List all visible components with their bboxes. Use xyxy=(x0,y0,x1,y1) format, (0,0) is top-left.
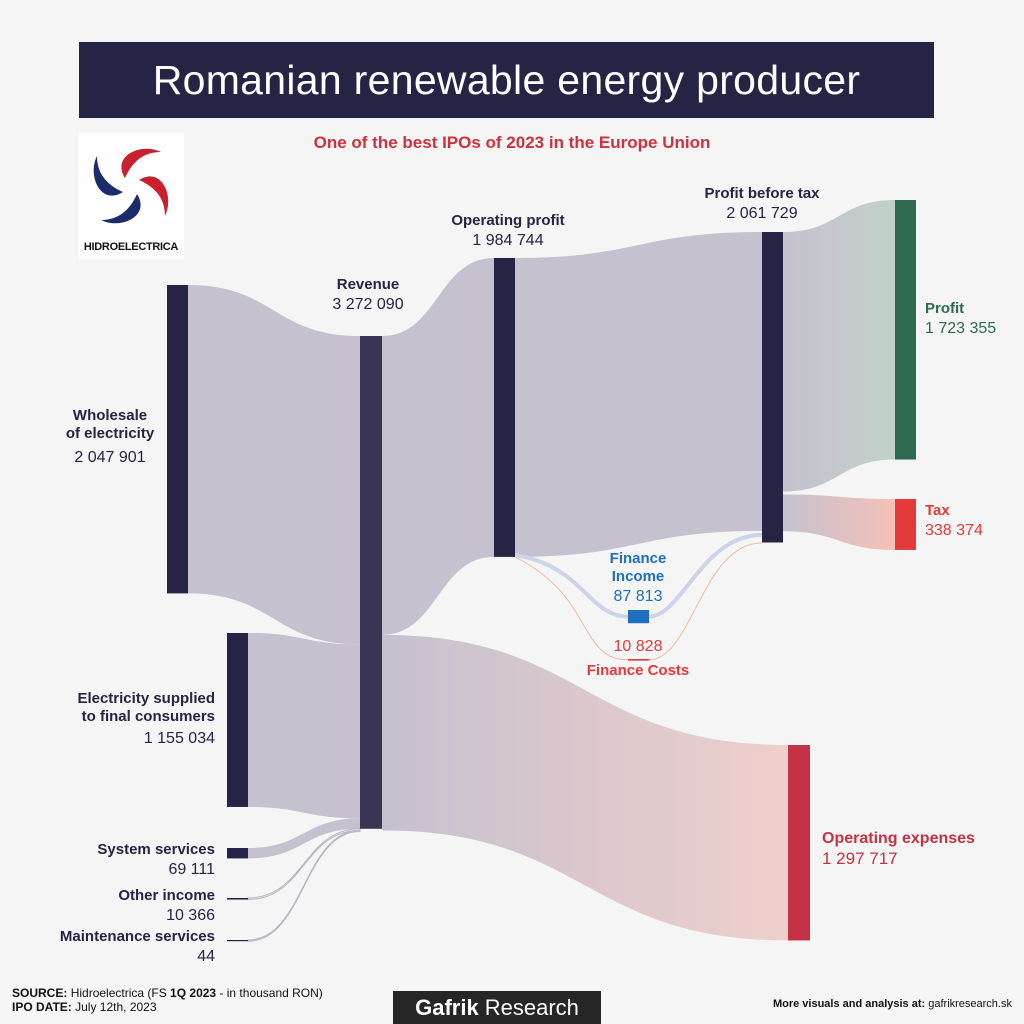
link-finincome-pbt xyxy=(648,532,763,619)
label-final-name-1: to final consumers xyxy=(82,708,215,725)
title-banner: Romanian renewable energy producer xyxy=(79,42,934,118)
label-profit-name-0: Profit xyxy=(925,300,964,317)
link-fincost-in xyxy=(514,556,629,661)
node-maint xyxy=(227,940,248,942)
label-final-name-0: Electricity supplied xyxy=(77,690,215,707)
label-other-name-0: Other income xyxy=(118,887,215,904)
label-finincome-name-0: Finance xyxy=(610,550,667,567)
label-pbt-value: 2 061 729 xyxy=(726,205,797,222)
brand-badge: Gafrik Research xyxy=(393,991,601,1024)
label-tax-value: 338 374 xyxy=(925,522,983,539)
link-wholesale-revenue xyxy=(188,285,360,645)
node-pbt xyxy=(762,232,783,543)
node-other xyxy=(227,898,248,900)
company-logo: HIDROELECTRICA xyxy=(78,133,184,259)
link-revenue-opprofit xyxy=(382,258,494,635)
node-fincost xyxy=(628,659,649,661)
logo-wordmark: HIDROELECTRICA xyxy=(83,241,179,253)
node-revenue xyxy=(360,336,382,829)
more-url[interactable]: gafrikresearch.sk xyxy=(928,998,1012,1010)
link-fincost-pbt xyxy=(648,542,763,661)
ipo-label: IPO DATE: xyxy=(12,1000,72,1014)
link-pbt-profit xyxy=(783,200,895,492)
label-wholesale-name-0: Wholesale xyxy=(73,407,147,424)
label-opex-value: 1 297 717 xyxy=(822,849,898,868)
more-label: More visuals and analysis at: xyxy=(772,998,926,1010)
link-pbt-tax xyxy=(783,494,895,550)
node-finincome xyxy=(628,610,649,624)
label-fincost-name-0: Finance Costs xyxy=(587,662,690,679)
page-title: Romanian renewable energy producer xyxy=(152,56,861,103)
node-system xyxy=(227,848,248,859)
link-revenue-opex xyxy=(382,634,788,941)
brand-name: Gafrik xyxy=(415,994,479,1020)
more-visuals-note: More visuals and analysis at: gafrikrese… xyxy=(773,998,1012,1010)
label-final-value: 1 155 034 xyxy=(144,730,215,747)
label-opex-name-0: Operating expenses xyxy=(822,830,975,847)
label-revenue-name-0: Revenue xyxy=(337,276,400,293)
source-label: SOURCE: xyxy=(12,986,68,1000)
ipo-date: July 12th, 2023 xyxy=(75,1000,157,1014)
label-fincost-value: 10 828 xyxy=(614,638,663,655)
node-profit xyxy=(895,200,916,460)
label-wholesale-value: 2 047 901 xyxy=(74,449,145,466)
link-maint-revenue xyxy=(247,829,361,942)
source-units: - in thousand RON) xyxy=(216,986,323,1000)
label-finincome-value: 87 813 xyxy=(614,588,663,605)
label-profit-value: 1 723 355 xyxy=(925,320,996,337)
label-other-value: 10 366 xyxy=(166,907,215,924)
source-note: SOURCE: Hidroelectrica (FS 1Q 2023 - in … xyxy=(12,986,323,1014)
link-final-revenue xyxy=(248,633,360,819)
label-finincome-name-1: Income xyxy=(612,568,665,585)
node-wholesale xyxy=(167,285,188,594)
brand-suffix: Research xyxy=(484,994,579,1020)
source-period: 1Q 2023 xyxy=(170,986,217,1000)
hydro-swirl-icon xyxy=(93,148,169,224)
label-tax-name-0: Tax xyxy=(925,502,950,519)
node-opex xyxy=(788,745,810,941)
link-opprofit-pbt xyxy=(515,232,762,557)
label-opprofit-value: 1 984 744 xyxy=(472,232,543,249)
link-system-revenue xyxy=(248,818,360,859)
page-subtitle: One of the best IPOs of 2023 in the Euro… xyxy=(313,133,711,152)
node-final xyxy=(227,633,248,807)
source-text: Hidroelectrica (FS xyxy=(70,986,171,1000)
label-system-name-0: System services xyxy=(97,841,215,858)
node-opprofit xyxy=(494,258,515,557)
label-maint-value: 44 xyxy=(197,948,215,965)
label-revenue-value: 3 272 090 xyxy=(332,296,403,313)
label-system-value: 69 111 xyxy=(168,861,215,878)
label-pbt-name-0: Profit before tax xyxy=(704,185,820,202)
link-finincome-in xyxy=(514,552,629,619)
label-maint-name-0: Maintenance services xyxy=(60,928,215,945)
label-wholesale-name-1: of electricity xyxy=(66,425,155,442)
label-opprofit-name-0: Operating profit xyxy=(451,212,564,229)
node-tax xyxy=(895,499,916,550)
